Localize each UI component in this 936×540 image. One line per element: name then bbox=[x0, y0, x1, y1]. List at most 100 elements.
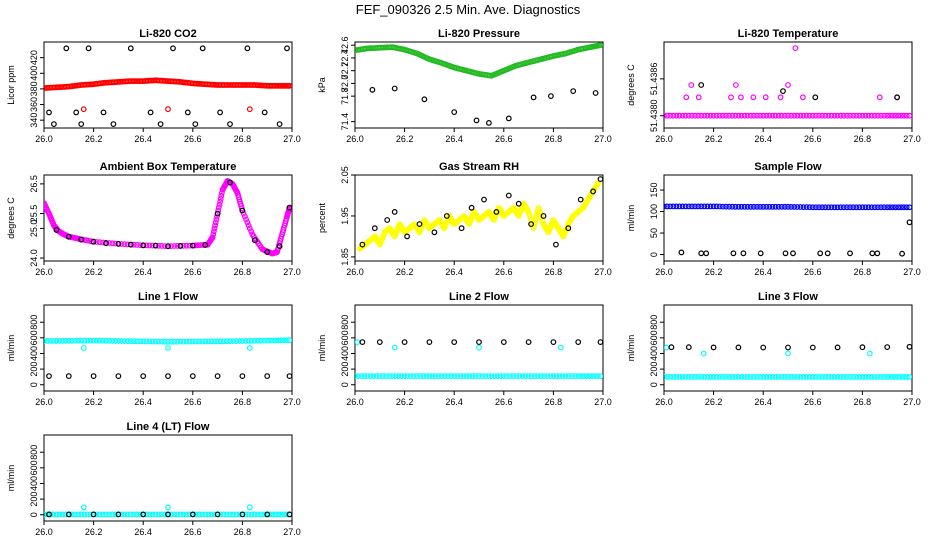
data-point bbox=[186, 511, 193, 518]
series-primary bbox=[44, 337, 292, 345]
plot-frame bbox=[354, 174, 604, 262]
data-point bbox=[168, 511, 175, 518]
x-tick-label: 26.2 bbox=[396, 267, 414, 277]
data-point bbox=[261, 511, 268, 518]
data-point bbox=[149, 242, 156, 249]
data-point bbox=[559, 373, 566, 380]
data-point bbox=[732, 374, 739, 380]
series-secondary bbox=[698, 82, 900, 101]
data-point bbox=[276, 243, 283, 250]
data-point bbox=[597, 373, 603, 379]
y-axis-label: percent bbox=[317, 202, 327, 233]
data-point bbox=[451, 339, 458, 346]
plot-area bbox=[357, 176, 603, 252]
data-point bbox=[837, 112, 844, 119]
series-outliers bbox=[80, 345, 253, 351]
x-tick-label: 27.0 bbox=[594, 134, 612, 144]
data-point bbox=[174, 338, 181, 345]
data-point bbox=[682, 203, 689, 210]
data-point bbox=[171, 243, 178, 249]
data-point bbox=[754, 374, 760, 380]
data-point bbox=[217, 338, 224, 345]
y-tick-label: 26.5 bbox=[29, 175, 39, 193]
data-point bbox=[272, 511, 279, 518]
data-point bbox=[840, 112, 847, 119]
data-point bbox=[248, 228, 255, 235]
panels: Li-820 CO2 26.0 26.2 26.4 26.6 26.8 27.0 340360… bbox=[6, 28, 921, 537]
x-tick-label: 26.2 bbox=[705, 397, 723, 407]
data-point bbox=[44, 338, 47, 344]
data-point bbox=[124, 338, 131, 345]
data-point bbox=[797, 112, 804, 119]
plot-frame bbox=[43, 41, 293, 129]
data-point bbox=[202, 242, 209, 248]
data-point bbox=[837, 374, 844, 380]
chart-line3: Line 3 Flow 26.0 26.2 26.4 26.6 26.8 27.0 0 2004… bbox=[626, 291, 921, 407]
data-point bbox=[528, 373, 535, 380]
data-point bbox=[692, 374, 698, 380]
data-point bbox=[165, 373, 171, 380]
x-tick-label: 27.0 bbox=[283, 267, 301, 277]
data-point bbox=[775, 203, 782, 210]
data-point bbox=[840, 204, 847, 211]
data-point bbox=[165, 338, 171, 345]
data-point bbox=[463, 373, 470, 380]
y-axis-label: ml/min bbox=[6, 465, 16, 492]
data-point bbox=[386, 373, 393, 380]
data-point bbox=[791, 112, 798, 119]
data-point bbox=[881, 112, 887, 119]
data-point bbox=[240, 210, 247, 217]
data-point bbox=[844, 204, 850, 211]
x-tick-label: 26.4 bbox=[445, 397, 463, 407]
x-tick-label: 26.0 bbox=[655, 397, 673, 407]
data-point bbox=[407, 373, 414, 380]
data-point bbox=[137, 511, 144, 518]
data-point bbox=[822, 204, 829, 211]
data-point bbox=[763, 374, 770, 380]
data-point bbox=[822, 374, 829, 380]
data-point bbox=[766, 374, 773, 380]
data-point bbox=[491, 373, 498, 380]
data-point bbox=[732, 203, 739, 210]
data-point bbox=[592, 373, 598, 380]
data-point bbox=[65, 373, 72, 380]
data-point bbox=[785, 350, 791, 357]
data-point bbox=[112, 511, 119, 518]
data-point bbox=[735, 112, 742, 119]
data-point bbox=[903, 112, 910, 119]
y-tick-label: 200 bbox=[29, 492, 39, 507]
data-point bbox=[735, 344, 742, 351]
data-point bbox=[760, 203, 767, 210]
data-point bbox=[106, 337, 112, 344]
data-point bbox=[892, 204, 899, 211]
data-point bbox=[246, 225, 253, 232]
data-point bbox=[217, 109, 224, 116]
data-point bbox=[242, 338, 249, 344]
data-point bbox=[806, 204, 813, 211]
data-point bbox=[254, 337, 261, 344]
data-point bbox=[244, 219, 251, 226]
data-point bbox=[401, 339, 408, 346]
data-point bbox=[75, 337, 81, 344]
data-point bbox=[251, 337, 258, 344]
data-point bbox=[538, 373, 544, 380]
data-point bbox=[205, 511, 212, 518]
data-point bbox=[80, 106, 87, 113]
data-point bbox=[230, 338, 237, 345]
data-point bbox=[825, 112, 832, 119]
data-point bbox=[597, 339, 603, 345]
plot-frame bbox=[354, 41, 604, 129]
data-point bbox=[476, 344, 482, 351]
plot-frame bbox=[43, 434, 293, 522]
x-tick-label: 26.6 bbox=[495, 267, 513, 277]
data-point bbox=[785, 82, 791, 88]
data-point bbox=[516, 373, 523, 380]
x-tick-label: 26.4 bbox=[134, 134, 152, 144]
data-point bbox=[723, 374, 729, 380]
data-point bbox=[115, 511, 122, 518]
series-secondary bbox=[46, 511, 292, 518]
data-point bbox=[115, 338, 122, 344]
data-point bbox=[208, 511, 215, 518]
y-tick-label: 71.4 bbox=[340, 113, 350, 131]
y-tick-label: 72.4 bbox=[340, 49, 350, 67]
